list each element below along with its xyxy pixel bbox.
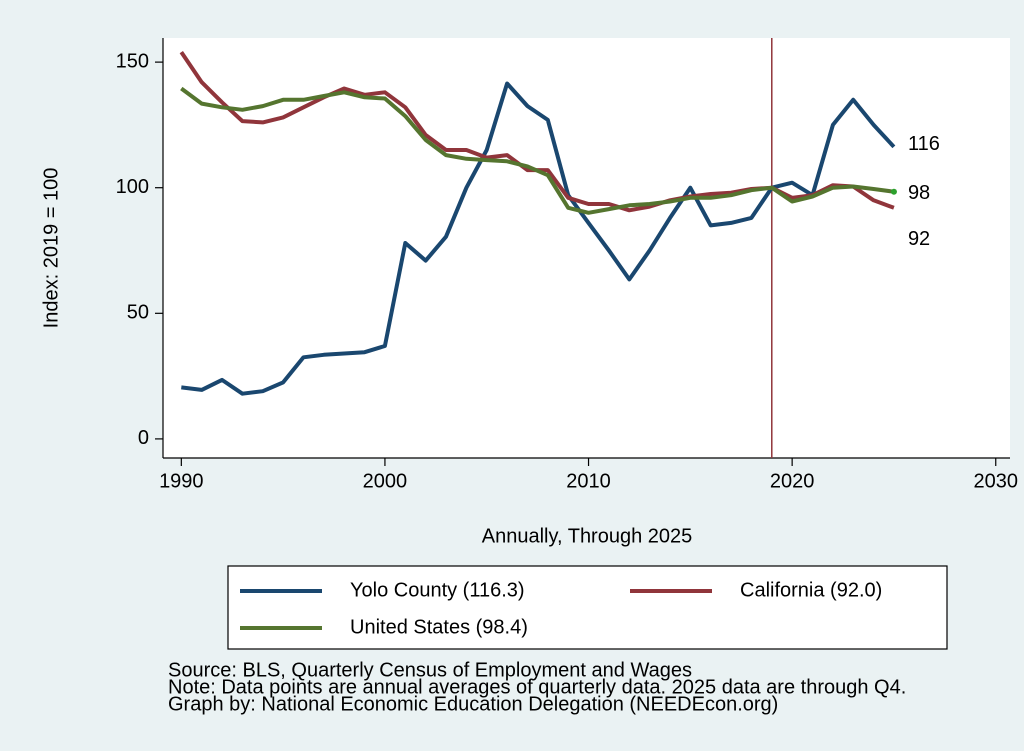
legend-label: California (92.0) xyxy=(740,579,882,601)
y-axis-label: Index: 2019 = 100 xyxy=(40,168,62,329)
x-tick-label: 2010 xyxy=(566,470,611,492)
note: Note: Data points are annual averages of… xyxy=(168,676,906,698)
note: Source: BLS, Quarterly Census of Employm… xyxy=(168,659,692,681)
legend xyxy=(227,565,948,650)
y-tick-label: 50 xyxy=(127,302,149,324)
legend-label: United States (98.4) xyxy=(350,616,528,638)
end-marker xyxy=(890,188,897,195)
series-line xyxy=(180,86,895,215)
legend-label: Yolo County (116.3) xyxy=(350,579,525,601)
y-tick-label: 100 xyxy=(116,176,149,198)
x-axis-label: Annually, Through 2025 xyxy=(482,525,693,547)
end-label: 98 xyxy=(908,182,930,204)
x-tick-label: 2000 xyxy=(363,470,408,492)
y-tick-label: 150 xyxy=(116,50,149,72)
x-tick-label: 2030 xyxy=(973,470,1018,492)
series-line xyxy=(181,81,896,396)
y-tick-label: 0 xyxy=(138,427,149,449)
note: Graph by: National Economic Education De… xyxy=(168,693,778,715)
x-tick-label: 1990 xyxy=(159,470,204,492)
end-label: 92 xyxy=(908,228,930,250)
end-label: 116 xyxy=(908,133,940,155)
x-tick-label: 2020 xyxy=(770,470,815,492)
